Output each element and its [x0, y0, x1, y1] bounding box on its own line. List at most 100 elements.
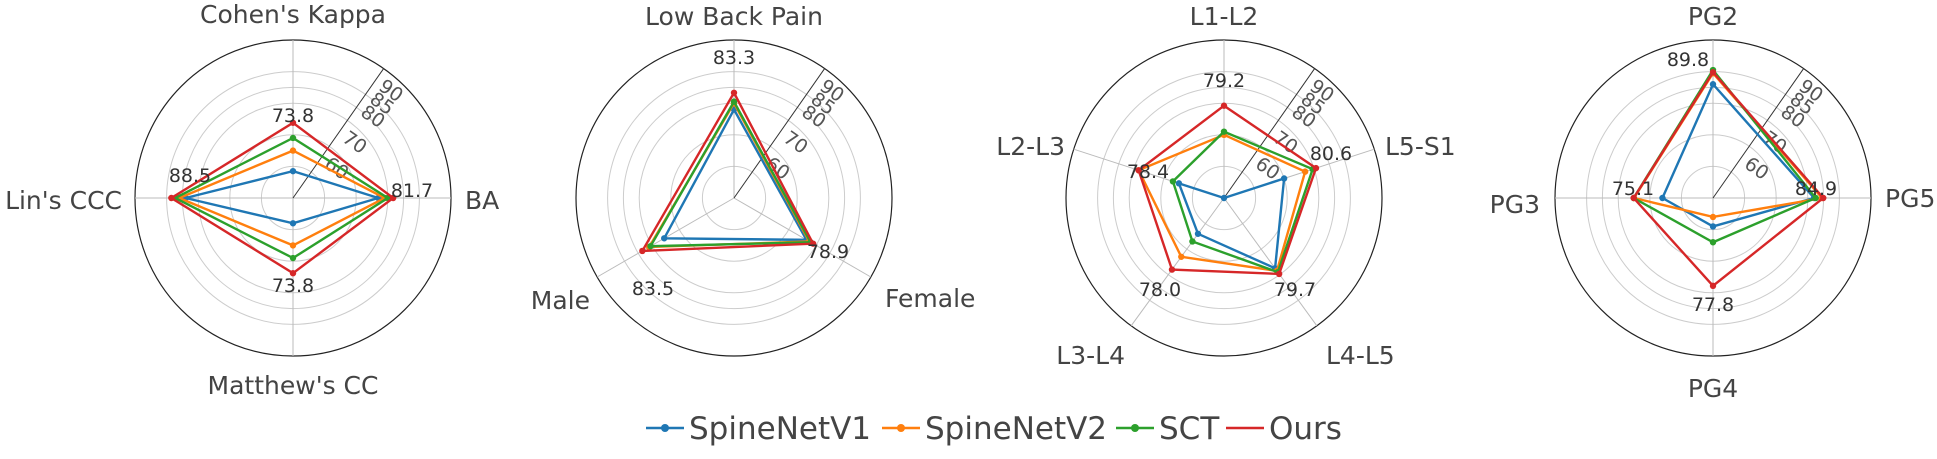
series-point — [289, 242, 297, 249]
series-line-sct — [648, 99, 813, 248]
axis-label: L3-L4 — [1056, 341, 1125, 370]
legend-item-spinenetv1: SpineNetV1 — [646, 411, 871, 447]
series-point — [1709, 213, 1717, 221]
axis-label: BA — [465, 186, 499, 215]
series-point — [1312, 164, 1320, 172]
legend-swatch-marker — [661, 424, 669, 432]
series-point — [730, 89, 738, 96]
data-label: 79.2 — [1203, 70, 1245, 92]
series-point — [1220, 102, 1228, 109]
data-label: 73.8 — [272, 275, 314, 297]
series-point — [1169, 178, 1177, 185]
series-point — [1220, 194, 1228, 202]
series-line-spinenetv1 — [1176, 176, 1286, 271]
axis-label: L4-L5 — [1326, 341, 1395, 370]
series-point — [289, 134, 297, 142]
legend-label: SpineNetV2 — [925, 411, 1107, 447]
series-point — [730, 98, 738, 105]
series-point — [1280, 175, 1288, 182]
series-point — [1178, 253, 1185, 260]
series-point — [289, 167, 297, 175]
radial-tick-label: 60 — [1740, 153, 1772, 185]
radial-tick-label: 70 — [779, 127, 811, 159]
series-point — [1630, 194, 1637, 202]
axis-label: PG3 — [1490, 190, 1540, 219]
radial-axis-line — [1712, 68, 1805, 199]
series-line-sct — [1171, 130, 1315, 274]
axis-label: Low Back Pain — [645, 2, 823, 31]
data-label: 77.8 — [1692, 294, 1734, 316]
series-point — [168, 194, 175, 202]
axis-label: Matthew's CC — [208, 371, 379, 400]
data-label: 78.4 — [1127, 161, 1169, 183]
data-label: 83.3 — [713, 47, 755, 69]
data-label: 78.0 — [1139, 279, 1181, 301]
series-point — [289, 147, 297, 154]
series-point — [1709, 223, 1717, 230]
legend-item-sct: SCT — [1116, 411, 1220, 447]
axis-label: Male — [531, 286, 590, 315]
axis-label: L2-L3 — [996, 132, 1065, 161]
series-point — [1659, 194, 1666, 202]
series-point — [1820, 194, 1827, 202]
series-point — [1168, 266, 1176, 273]
series-point — [639, 247, 646, 255]
axis-label: PG5 — [1885, 184, 1935, 213]
series-point — [1812, 194, 1819, 202]
series-point — [1275, 270, 1283, 278]
radial-axis-line — [1223, 68, 1316, 199]
legend-label: SCT — [1159, 411, 1220, 447]
series-point — [1135, 167, 1142, 174]
series-point — [289, 254, 297, 262]
series-point — [661, 235, 668, 242]
legend-item-ours: Ours — [1226, 411, 1342, 447]
series-point — [809, 240, 817, 247]
axis-label: Cohen's Kappa — [200, 0, 386, 29]
series-line-spinenetv1 — [662, 107, 809, 242]
axis-label: Lin's CCC — [5, 186, 122, 215]
axis-label: Female — [885, 284, 975, 313]
series-line-ours — [640, 90, 816, 253]
series-point — [647, 242, 654, 250]
axis-label: PG2 — [1688, 2, 1738, 31]
series-point — [389, 194, 397, 202]
radial-tick-label: 70 — [338, 127, 370, 159]
series-point — [1709, 81, 1717, 88]
axis-spoke — [1223, 197, 1318, 327]
legend-label: SpineNetV1 — [689, 411, 871, 447]
series-line-ours — [1137, 104, 1318, 276]
data-label: 73.8 — [272, 105, 314, 127]
legend-label: Ours — [1269, 411, 1342, 447]
data-label: 75.1 — [1612, 178, 1654, 200]
data-label: 79.7 — [1274, 279, 1316, 301]
data-label: 89.8 — [1667, 49, 1709, 71]
radial-axis-line — [733, 68, 826, 199]
data-label: 84.9 — [1795, 178, 1837, 200]
axis-spoke — [1130, 197, 1225, 327]
series-point — [289, 220, 297, 227]
series-point — [1301, 168, 1309, 175]
data-label: 78.9 — [807, 241, 849, 263]
legend-item-spinenetv2: SpineNetV2 — [882, 411, 1107, 447]
series-point — [1220, 128, 1228, 135]
series-point — [289, 119, 297, 126]
axis-label: L1-L2 — [1190, 2, 1259, 31]
series-point — [1709, 69, 1717, 76]
axis-label: PG4 — [1688, 374, 1738, 403]
legend-swatch-marker — [897, 424, 905, 432]
axis-label: L5-S1 — [1385, 132, 1456, 161]
data-label: 88.5 — [169, 165, 211, 187]
data-label: 83.5 — [632, 278, 674, 300]
series-point — [1194, 230, 1202, 237]
series-point — [1175, 180, 1183, 187]
legend: SpineNetV1 SpineNetV2 SCT Ours — [646, 411, 1342, 447]
series-point — [1189, 238, 1196, 245]
series-point — [289, 270, 297, 277]
axis-spoke — [733, 197, 872, 278]
